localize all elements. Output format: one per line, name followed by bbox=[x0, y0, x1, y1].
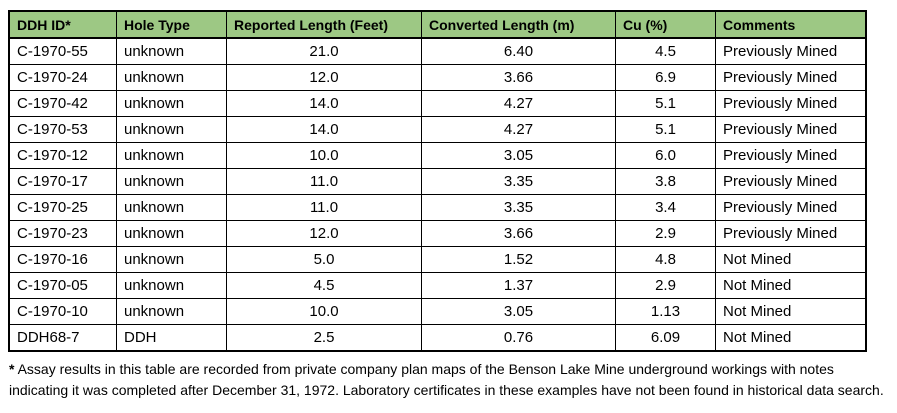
column-header-ddh-id: DDH ID* bbox=[8, 10, 117, 39]
column-header-comments: Comments bbox=[715, 10, 867, 39]
cell-comments: Previously Mined bbox=[715, 90, 867, 117]
cell-converted-length-m: 1.37 bbox=[421, 272, 616, 299]
cell-reported-length-feet: 2.5 bbox=[226, 324, 422, 352]
cell-converted-length-m: 3.35 bbox=[421, 168, 616, 195]
cell-reported-length-feet: 21.0 bbox=[226, 37, 422, 65]
cell-ddh-id: C-1970-16 bbox=[8, 246, 117, 273]
column-header-hole-type: Hole Type bbox=[116, 10, 227, 39]
column-header-cu-percent: Cu (%) bbox=[615, 10, 716, 39]
cell-ddh-id: DDH68-7 bbox=[8, 324, 117, 352]
cell-hole-type: unknown bbox=[116, 64, 227, 91]
cell-reported-length-feet: 10.0 bbox=[226, 142, 422, 169]
cell-converted-length-m: 3.05 bbox=[421, 298, 616, 325]
cell-comments: Previously Mined bbox=[715, 194, 867, 221]
cell-comments: Previously Mined bbox=[715, 64, 867, 91]
cell-reported-length-feet: 11.0 bbox=[226, 168, 422, 195]
table-row: C-1970-24 unknown 12.0 3.66 6.9 Previously Mi… bbox=[8, 64, 867, 91]
table-row: C-1970-16 unknown 5.0 1.52 4.8 Not Mined bbox=[8, 246, 867, 273]
column-header-reported-length-feet: Reported Length (Feet) bbox=[226, 10, 422, 39]
cell-cu-percent: 4.8 bbox=[615, 246, 716, 273]
cell-comments: Previously Mined bbox=[715, 142, 867, 169]
cell-reported-length-feet: 12.0 bbox=[226, 220, 422, 247]
cell-converted-length-m: 0.76 bbox=[421, 324, 616, 352]
cell-converted-length-m: 1.52 bbox=[421, 246, 616, 273]
cell-comments: Previously Mined bbox=[715, 220, 867, 247]
cell-ddh-id: C-1970-17 bbox=[8, 168, 117, 195]
cell-converted-length-m: 6.40 bbox=[421, 37, 616, 65]
cell-cu-percent: 3.8 bbox=[615, 168, 716, 195]
cell-ddh-id: C-1970-55 bbox=[8, 37, 117, 65]
cell-converted-length-m: 3.66 bbox=[421, 220, 616, 247]
cell-ddh-id: C-1970-42 bbox=[8, 90, 117, 117]
cell-ddh-id: C-1970-53 bbox=[8, 116, 117, 143]
cell-reported-length-feet: 14.0 bbox=[226, 90, 422, 117]
table-row: C-1970-17 unknown 11.0 3.35 3.8 Previously Mi… bbox=[8, 168, 867, 195]
cell-converted-length-m: 3.35 bbox=[421, 194, 616, 221]
cell-reported-length-feet: 11.0 bbox=[226, 194, 422, 221]
cell-converted-length-m: 4.27 bbox=[421, 116, 616, 143]
table-row: C-1970-55 unknown 21.0 6.40 4.5 Previously Mi… bbox=[8, 37, 867, 65]
cell-converted-length-m: 3.05 bbox=[421, 142, 616, 169]
cell-reported-length-feet: 10.0 bbox=[226, 298, 422, 325]
cell-ddh-id: C-1970-24 bbox=[8, 64, 117, 91]
cell-cu-percent: 3.4 bbox=[615, 194, 716, 221]
cell-hole-type: unknown bbox=[116, 37, 227, 65]
cell-hole-type: unknown bbox=[116, 220, 227, 247]
cell-cu-percent: 2.9 bbox=[615, 220, 716, 247]
footnote-marker: * bbox=[9, 361, 15, 377]
footnote-text: Assay results in this table are recorded… bbox=[9, 361, 884, 398]
cell-reported-length-feet: 5.0 bbox=[226, 246, 422, 273]
cell-hole-type: unknown bbox=[116, 116, 227, 143]
column-header-converted-length-m: Converted Length (m) bbox=[421, 10, 616, 39]
cell-comments: Previously Mined bbox=[715, 37, 867, 65]
table-row: C-1970-05 unknown 4.5 1.37 2.9 Not Mined bbox=[8, 272, 867, 299]
cell-reported-length-feet: 12.0 bbox=[226, 64, 422, 91]
cell-converted-length-m: 4.27 bbox=[421, 90, 616, 117]
document-page: DDH ID* Hole Type Reported Length (Feet) Co… bbox=[8, 10, 887, 401]
table-row: C-1970-53 unknown 14.0 4.27 5.1 Previously Mi… bbox=[8, 116, 867, 143]
cell-reported-length-feet: 4.5 bbox=[226, 272, 422, 299]
table-row: C-1970-23 unknown 12.0 3.66 2.9 Previously Mi… bbox=[8, 220, 867, 247]
cell-hole-type: unknown bbox=[116, 298, 227, 325]
table-row: C-1970-10 unknown 10.0 3.05 1.13 Not Mined bbox=[8, 298, 867, 325]
cell-cu-percent: 5.1 bbox=[615, 90, 716, 117]
table-row: C-1970-42 unknown 14.0 4.27 5.1 Previously Mi… bbox=[8, 90, 867, 117]
cell-ddh-id: C-1970-10 bbox=[8, 298, 117, 325]
cell-ddh-id: C-1970-25 bbox=[8, 194, 117, 221]
cell-hole-type: unknown bbox=[116, 142, 227, 169]
cell-hole-type: unknown bbox=[116, 168, 227, 195]
cell-hole-type: DDH bbox=[116, 324, 227, 352]
cell-reported-length-feet: 14.0 bbox=[226, 116, 422, 143]
cell-ddh-id: C-1970-12 bbox=[8, 142, 117, 169]
table-body: C-1970-55 unknown 21.0 6.40 4.5 Previously Mi… bbox=[8, 37, 867, 352]
cell-comments: Not Mined bbox=[715, 298, 867, 325]
cell-hole-type: unknown bbox=[116, 246, 227, 273]
cell-cu-percent: 6.09 bbox=[615, 324, 716, 352]
cell-comments: Not Mined bbox=[715, 246, 867, 273]
cell-converted-length-m: 3.66 bbox=[421, 64, 616, 91]
cell-hole-type: unknown bbox=[116, 194, 227, 221]
cell-hole-type: unknown bbox=[116, 272, 227, 299]
footnote: * Assay results in this table are record… bbox=[9, 359, 887, 401]
table-header: DDH ID* Hole Type Reported Length (Feet) Co… bbox=[8, 10, 867, 39]
cell-cu-percent: 6.0 bbox=[615, 142, 716, 169]
table-row: C-1970-25 unknown 11.0 3.35 3.4 Previously Mi… bbox=[8, 194, 867, 221]
assay-results-table: DDH ID* Hole Type Reported Length (Feet) Co… bbox=[8, 10, 867, 352]
cell-comments: Not Mined bbox=[715, 272, 867, 299]
cell-cu-percent: 5.1 bbox=[615, 116, 716, 143]
cell-cu-percent: 6.9 bbox=[615, 64, 716, 91]
cell-comments: Not Mined bbox=[715, 324, 867, 352]
cell-cu-percent: 1.13 bbox=[615, 298, 716, 325]
cell-comments: Previously Mined bbox=[715, 168, 867, 195]
cell-comments: Previously Mined bbox=[715, 116, 867, 143]
cell-cu-percent: 4.5 bbox=[615, 37, 716, 65]
cell-hole-type: unknown bbox=[116, 90, 227, 117]
cell-ddh-id: C-1970-05 bbox=[8, 272, 117, 299]
table-row: C-1970-12 unknown 10.0 3.05 6.0 Previously Mi… bbox=[8, 142, 867, 169]
table-row: DDH68-7 DDH 2.5 0.76 6.09 Not Mined bbox=[8, 324, 867, 352]
header-row: DDH ID* Hole Type Reported Length (Feet) Co… bbox=[8, 10, 867, 39]
cell-cu-percent: 2.9 bbox=[615, 272, 716, 299]
cell-ddh-id: C-1970-23 bbox=[8, 220, 117, 247]
